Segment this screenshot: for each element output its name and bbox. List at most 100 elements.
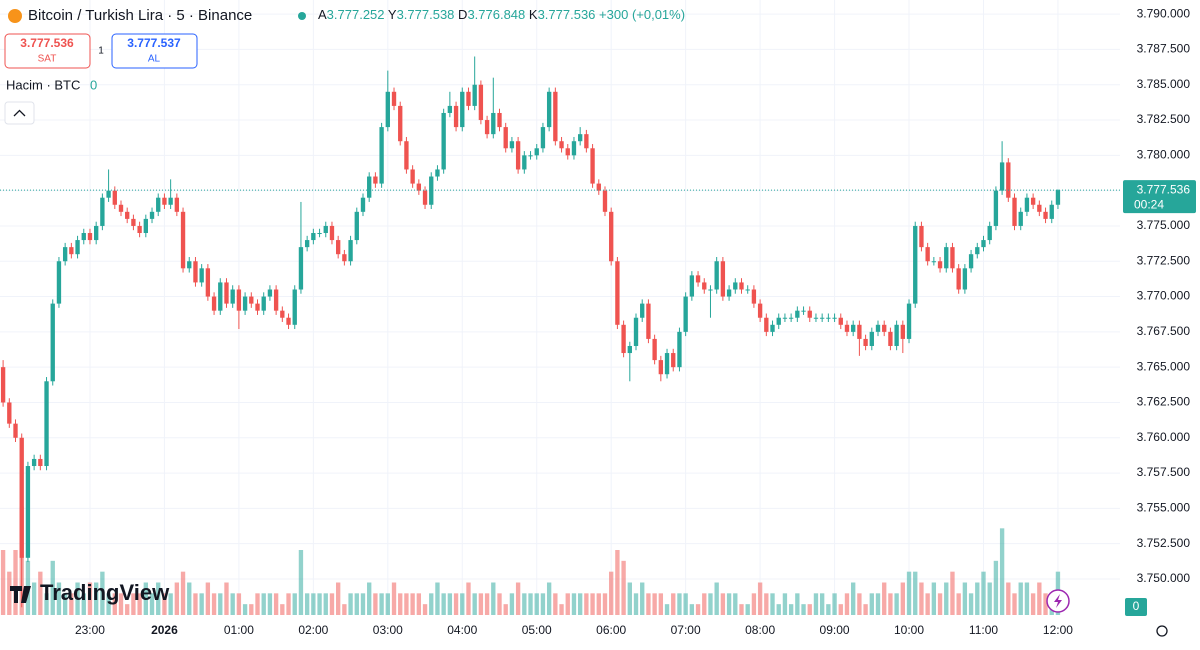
volume-bar: [497, 593, 502, 615]
sell-price[interactable]: 3.777.536: [20, 36, 74, 50]
candle-body: [497, 112, 502, 128]
ohlc-change: +300 (+0,01%): [599, 7, 685, 22]
volume-bar: [224, 582, 229, 615]
candle-body: [249, 296, 254, 304]
candle-body: [367, 176, 372, 198]
candle-body: [13, 423, 18, 438]
candle-body: [677, 331, 682, 368]
y-tick-label: 3.752.500: [1137, 536, 1191, 550]
buy-label[interactable]: AL: [148, 54, 161, 65]
buy-price[interactable]: 3.777.537: [127, 36, 181, 50]
symbol-title[interactable]: Bitcoin / Turkish Lira · 5 · Binance: [28, 7, 252, 24]
candle-body: [422, 190, 428, 205]
candle-body: [466, 91, 471, 106]
candle-body: [1030, 197, 1036, 205]
volume-bar: [1006, 582, 1011, 615]
candle-body: [156, 197, 161, 212]
volume-bar: [13, 550, 18, 615]
volume-bar: [522, 593, 527, 615]
candle-body: [211, 296, 217, 311]
ohlc-value: 3.777.536: [538, 7, 596, 22]
candle-body: [577, 134, 583, 142]
volume-bar: [553, 593, 558, 615]
candle-body: [329, 225, 335, 241]
candle-body: [100, 197, 105, 226]
alert-icon: [1054, 594, 1062, 608]
candle-body: [851, 324, 856, 332]
volume-bar: [944, 582, 949, 615]
volume-bar: [776, 604, 781, 615]
volume-bar: [807, 604, 812, 615]
candle-body: [565, 148, 570, 156]
volume-bar: [695, 604, 701, 615]
candle-body: [62, 247, 68, 262]
y-tick-label: 3.767.500: [1137, 324, 1191, 338]
y-tick-label: 3.755.000: [1137, 501, 1191, 515]
volume-bar: [683, 593, 688, 615]
volume-bar: [323, 593, 328, 615]
y-tick-label: 3.782.500: [1137, 112, 1191, 126]
volume-bar: [801, 604, 806, 615]
volume-bar: [56, 582, 62, 615]
x-tick-label: 11:00: [969, 623, 998, 637]
buy-button[interactable]: [111, 33, 198, 69]
candle-body: [906, 303, 912, 339]
candle-body: [230, 289, 235, 304]
candle-body: [404, 141, 409, 170]
sell-label[interactable]: SAT: [38, 54, 57, 65]
candle-body: [373, 176, 378, 184]
volume-bar: [844, 593, 850, 615]
volume-bar: [869, 593, 874, 615]
volume-bar: [484, 593, 490, 615]
volume-bar: [509, 593, 515, 615]
volume-legend-value: 0: [90, 77, 97, 92]
volume-bar: [125, 604, 130, 615]
candle-body: [894, 324, 899, 346]
candle-body: [515, 141, 521, 170]
candle-body: [751, 289, 757, 304]
x-tick-label: 12:00: [1043, 623, 1073, 637]
candle-body: [19, 437, 24, 558]
candle-body: [323, 225, 328, 234]
volume-bar: [298, 550, 304, 615]
volume-bar: [882, 582, 887, 615]
y-tick-label: 3.772.500: [1137, 253, 1191, 267]
sell-button[interactable]: [4, 33, 91, 69]
candle-body: [664, 353, 670, 375]
candle-body: [1006, 162, 1011, 198]
candle-body: [919, 225, 924, 248]
volume-bar: [975, 582, 980, 615]
volume-bar: [906, 571, 912, 615]
volume-bar: [44, 593, 49, 615]
collapse-icon: [13, 109, 26, 117]
x-tick-label: 04:00: [447, 623, 477, 637]
candle-body: [1018, 211, 1023, 226]
candle-body: [410, 169, 415, 184]
candle-body: [807, 310, 812, 318]
settings-button[interactable]: [1156, 625, 1168, 637]
x-tick-label: 08:00: [745, 623, 775, 637]
volume-bar: [391, 582, 397, 615]
candle-body: [950, 247, 955, 269]
volume-bar: [751, 593, 757, 615]
volume-bar: [50, 560, 55, 615]
candle-body: [522, 155, 527, 170]
y-tick-label: 3.765.000: [1137, 359, 1191, 373]
candle-body: [937, 261, 943, 269]
volume-bar: [205, 582, 211, 615]
volume-bar: [292, 593, 297, 615]
candle-body: [342, 254, 347, 262]
ohlc-value: 3.776.848: [467, 7, 525, 22]
candle-body: [1049, 204, 1054, 219]
volume-bar: [267, 593, 273, 615]
collapse-button[interactable]: [4, 101, 35, 125]
volume-bar: [87, 582, 93, 615]
candle-body: [391, 91, 397, 106]
y-tick-label: 3.785.000: [1137, 77, 1191, 91]
countdown: 00:24: [1134, 197, 1164, 211]
candle-body: [764, 317, 769, 332]
volume-bar: [311, 593, 316, 615]
candle-body: [336, 240, 341, 255]
candle-body: [596, 183, 601, 191]
volume-bar: [466, 582, 471, 615]
